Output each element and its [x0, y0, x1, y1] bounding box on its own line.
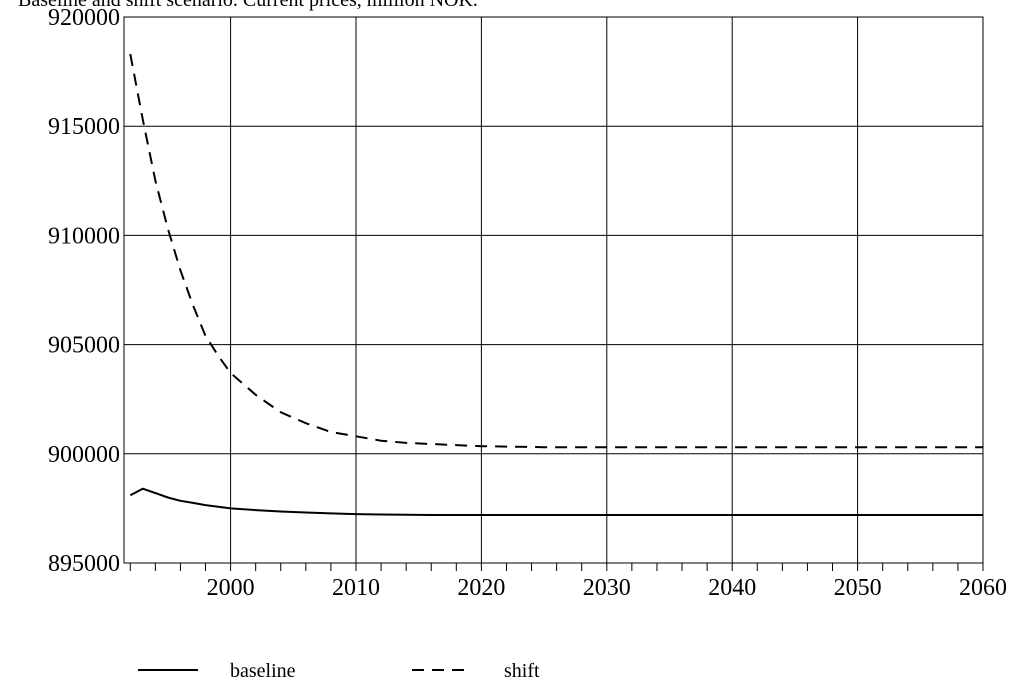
legend-label-baseline: baseline — [230, 660, 296, 682]
x-tick-label: 2010 — [332, 575, 380, 601]
x-tick-label: 2060 — [959, 575, 1007, 601]
series-line-shift — [129, 53, 983, 449]
plot-frame — [123, 16, 984, 564]
legend: baseline shift — [138, 660, 540, 682]
x-tick-label: 2020 — [457, 575, 505, 601]
x-tick-label: 2030 — [583, 575, 631, 601]
y-tick-label: 905000 — [48, 333, 120, 359]
series-lines — [129, 53, 983, 516]
y-tick-label: 915000 — [48, 114, 120, 140]
y-tick-label: 920000 — [48, 5, 120, 31]
y-tick-label: 900000 — [48, 442, 120, 468]
series-line-baseline — [129, 487, 983, 516]
x-tick-label: 2040 — [708, 575, 756, 601]
axis-ticks: 2000 2010 2020 2030 2040 2050 2060 895000 900000… — [48, 5, 1007, 601]
x-tick-label: 2000 — [207, 575, 255, 601]
chart-title: Baseline and shift scenario. Current pri… — [18, 0, 478, 11]
y-tick-label: 895000 — [48, 551, 120, 577]
x-tick-label: 2050 — [834, 575, 882, 601]
y-tick-label: 910000 — [48, 223, 120, 249]
legend-label-shift: shift — [504, 660, 540, 682]
grid-lines — [124, 16, 984, 564]
